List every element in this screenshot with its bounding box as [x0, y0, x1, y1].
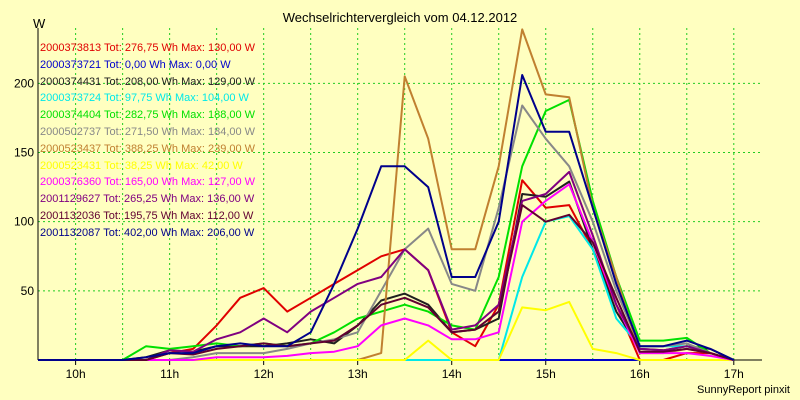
legend-entry-2000373721: 2000373721 Tot: 0,00 Wh Max: 0,00 W: [40, 58, 231, 71]
legend-entry-2000523431: 2000523431 Tot: 38,25 Wh Max: 42,00 W: [40, 159, 243, 172]
legend-entry-2000374404: 2000374404 Tot: 282,75 Wh Max: 188,00 W: [40, 109, 256, 122]
legend-entry-2000373724: 2000373724 Tot: 97,75 Wh Max: 104,00 W: [40, 92, 249, 105]
x-tick-label: 16h: [630, 367, 650, 381]
x-tick-label: 14h: [442, 367, 462, 381]
x-tick-label: 10h: [66, 367, 86, 381]
legend-entry-2000376360: 2000376360 Tot: 165,00 Wh Max: 127,00 W: [40, 176, 256, 189]
series-line-2001132087: [38, 74, 735, 361]
footer-credit: SunnyReport pinxit: [697, 384, 790, 396]
y-tick-label: 150: [14, 146, 34, 160]
x-tick-label: 13h: [348, 367, 368, 381]
legend-entry-2000373813: 2000373813 Tot: 276,75 Wh Max: 130,00 W: [40, 42, 256, 54]
y-tick-label: 50: [21, 284, 35, 298]
series-layer: [38, 28, 735, 361]
y-tick-label: 100: [14, 215, 34, 229]
legend-entry-2000523437: 2000523437 Tot: 388,25 Wh Max: 239,00 W: [40, 142, 256, 155]
legend-entry-2001129627: 2001129627 Tot: 265,25 Wh Max: 136,00 W: [40, 193, 255, 206]
x-tick-label: 17h: [724, 367, 744, 381]
legend-entry-2000374431: 2000374431 Tot: 208,00 Wh Max: 129,00 W: [40, 75, 256, 88]
legend-entry-2000502737: 2000502737 Tot: 271,50 Wh Max: 184,00 W: [40, 125, 256, 138]
x-tick-label: 15h: [536, 367, 556, 381]
series-line-2001129627: [38, 170, 735, 361]
chart-title: Wechselrichtervergleich vom 04.12.2012: [282, 10, 518, 25]
y-tick-label: 200: [14, 76, 34, 90]
tick-labels: 50 100 150 200 10h 11h 12h 13h 14h 15h 16h 17h: [14, 76, 744, 381]
x-tick-label: 11h: [160, 367, 179, 381]
legend-entry-2001132036: 2001132036 Tot: 195,75 Wh Max: 112,00 W: [40, 209, 254, 222]
chart-legend: 2000373813 Tot: 276,75 Wh Max: 130,00 W 2…: [40, 40, 255, 242]
x-tick-label: 12h: [254, 367, 274, 381]
y-axis-label: W: [33, 16, 46, 31]
legend-entry-2001132087: 2001132087 Tot: 402,00 Wh Max: 206,00 W: [40, 226, 255, 239]
